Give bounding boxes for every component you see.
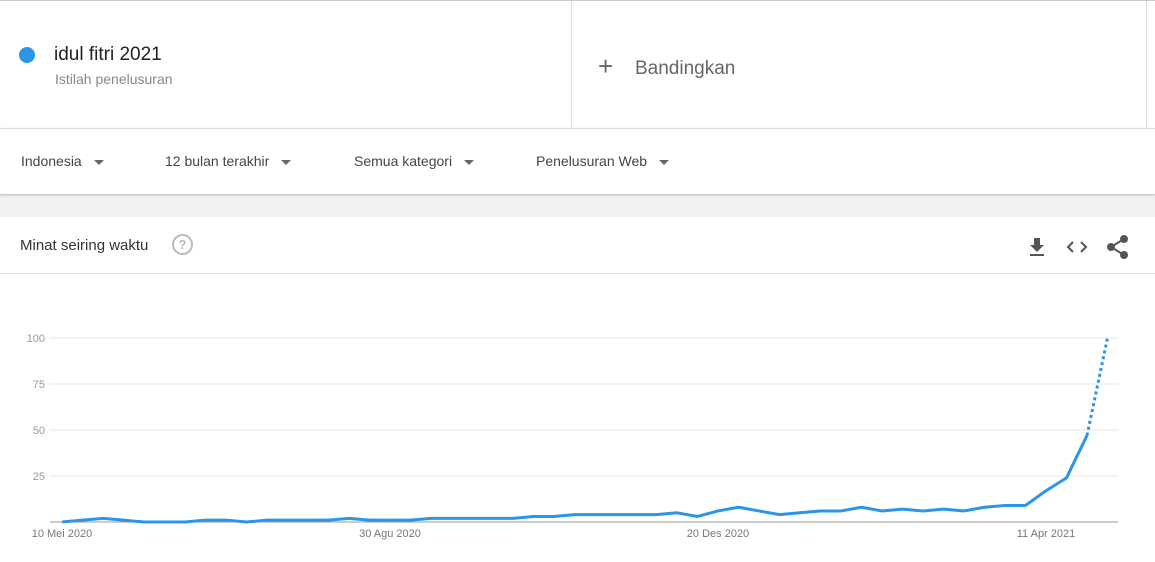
filter-label: Semua kategori (354, 153, 453, 169)
y-tick-label: 75 (33, 379, 45, 391)
help-icon[interactable]: ? (172, 234, 193, 255)
filter-label: Indonesia (21, 153, 82, 169)
y-tick-label: 25 (33, 471, 45, 483)
x-tick-label: 10 Mei 2020 (32, 528, 93, 540)
series-line (61, 434, 1089, 524)
filter[interactable]: 12 bulan terakhir (165, 153, 292, 169)
x-tick-label: 30 Agu 2020 (359, 528, 421, 540)
term-subtitle: Istilah penelusuran (55, 71, 173, 87)
y-tick-label: 100 (27, 333, 45, 345)
embed-icon[interactable] (1066, 241, 1088, 253)
filter[interactable]: Indonesia (21, 153, 104, 169)
term-header: idul fitri 2021 Istilah penelusuran + Ba… (0, 0, 1155, 129)
term-dot (19, 47, 35, 63)
filter[interactable]: Semua kategori (354, 153, 475, 169)
chart-card: Minat seiring waktu ? (0, 217, 1155, 562)
divider (571, 1, 572, 129)
series-line-partial (1085, 337, 1109, 436)
y-tick-label: 50 (33, 425, 45, 437)
share-icon[interactable] (1107, 235, 1128, 259)
chart-title: Minat seiring waktu (20, 237, 149, 254)
toolbar (1030, 235, 1128, 259)
x-tick-label: 20 Des 2020 (687, 528, 749, 540)
divider (1146, 1, 1147, 129)
filter-bar: Indonesia 12 bulan terakhir Semua katego… (0, 128, 1155, 194)
compare-button[interactable]: Bandingkan (635, 58, 736, 79)
separator (0, 273, 1155, 274)
plus-icon[interactable]: + (598, 51, 614, 81)
x-tick-label: 11 Apr 2021 (1017, 528, 1076, 540)
download-icon[interactable] (1030, 238, 1044, 256)
filter[interactable]: Penelusuran Web (536, 153, 670, 169)
filter-label: 12 bulan terakhir (165, 153, 270, 169)
filter-label: Penelusuran Web (536, 153, 648, 169)
term-name[interactable]: idul fitri 2021 (54, 44, 162, 65)
